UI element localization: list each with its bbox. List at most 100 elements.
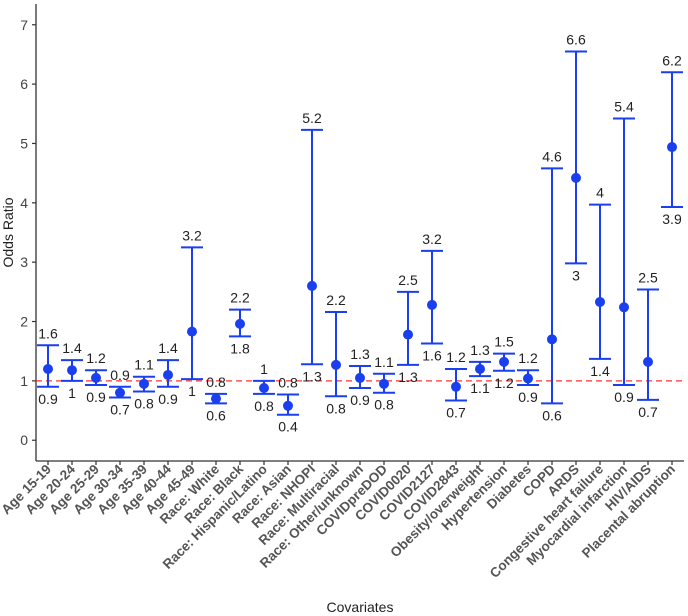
- y-tick-label: 0: [20, 432, 28, 448]
- lower-ci-label: 3.9: [662, 211, 682, 227]
- lower-ci-label: 0.9: [350, 392, 370, 408]
- upper-ci-label: 1.3: [470, 342, 490, 358]
- lower-ci-label: 0.9: [38, 391, 58, 407]
- lower-ci-label: 0.9: [86, 389, 106, 405]
- upper-ci-label: 1.1: [374, 354, 394, 370]
- covariate-errorbar: 0.8 0.4: [277, 375, 299, 435]
- odds-ratio-point: [115, 387, 125, 398]
- lower-ci-label: 0.7: [638, 404, 658, 420]
- covariate-errorbar: 2.2 1.8: [229, 290, 251, 356]
- covariate-errorbar: 3.2 1.6: [421, 231, 443, 363]
- upper-ci-label: 4.6: [542, 148, 562, 164]
- upper-ci-label: 1.4: [158, 340, 178, 356]
- upper-ci-label: 5.2: [302, 110, 322, 126]
- odds-ratio-point: [235, 318, 245, 329]
- covariate-errorbar: 6.63: [565, 31, 587, 283]
- upper-ci-label: 1.2: [446, 349, 466, 365]
- covariate-errorbar: 1.2 0.7: [445, 349, 467, 420]
- lower-ci-label: 1.1: [470, 380, 490, 396]
- covariate-errorbar: 1.6 0.9: [37, 325, 59, 407]
- odds-ratio-point: [451, 381, 461, 392]
- odds-ratio-point: [163, 369, 173, 380]
- odds-ratio-point: [595, 296, 605, 307]
- lower-ci-label: 0.9: [158, 391, 178, 407]
- covariate-errorbar: 1.41: [61, 340, 83, 401]
- odds-ratio-point: [523, 373, 533, 384]
- lower-ci-label: 3: [572, 267, 580, 283]
- y-axis-ticks: 0 1 2 3 4 5 6 7: [20, 17, 36, 448]
- covariate-errorbar: 2.5 0.7: [637, 269, 659, 420]
- upper-ci-label: 0.8: [278, 375, 298, 391]
- odds-ratio-point: [667, 142, 677, 153]
- covariate-errorbar: 1.5 1.2: [493, 334, 515, 391]
- odds-ratio-point: [331, 359, 341, 370]
- upper-ci-label: 2.2: [230, 290, 250, 306]
- odds-ratio-point: [259, 382, 269, 393]
- upper-ci-label: 4: [596, 185, 604, 201]
- lower-ci-label: 0.8: [374, 397, 394, 413]
- y-tick-label: 5: [20, 135, 28, 151]
- covariate-errorbar: 1.3 1.1: [469, 342, 491, 396]
- lower-ci-label: 1: [68, 385, 76, 401]
- upper-ci-label: 3.2: [422, 231, 442, 247]
- y-tick-label: 6: [20, 76, 28, 92]
- lower-ci-label: 0.6: [206, 407, 226, 423]
- odds-ratio-point: [379, 378, 389, 389]
- y-tick-label: 1: [20, 373, 28, 389]
- upper-ci-label: 6.2: [662, 52, 682, 68]
- lower-ci-label: 0.8: [134, 396, 154, 412]
- covariate-errorbar: 5.2 1.3: [301, 110, 323, 384]
- odds-ratio-point: [67, 365, 77, 376]
- x-axis-title: Covariates: [327, 599, 394, 615]
- covariate-errorbar: 1.1 0.8: [133, 357, 155, 412]
- upper-ci-label: 1.4: [62, 340, 82, 356]
- covariate-errorbar: 1.1 0.8: [373, 354, 395, 413]
- covariate-errorbar: 1.2 0.9: [517, 350, 539, 405]
- lower-ci-label: 1.6: [422, 347, 442, 363]
- upper-ci-label: 6.6: [566, 31, 586, 47]
- odds-ratio-point: [547, 334, 557, 345]
- lower-ci-label: 1.3: [398, 369, 418, 385]
- upper-ci-label: 2.2: [326, 292, 346, 308]
- upper-ci-label: 1.2: [86, 350, 106, 366]
- upper-ci-label: 0.8: [206, 374, 226, 390]
- odds-ratio-point: [187, 326, 197, 337]
- lower-ci-label: 0.8: [254, 398, 274, 414]
- covariate-errorbar: 3.21: [181, 227, 203, 399]
- lower-ci-label: 0.8: [326, 400, 346, 416]
- odds-ratio-point: [499, 356, 509, 367]
- lower-ci-label: 0.7: [110, 401, 130, 417]
- covariate-errorbar: 5.4 0.9: [613, 99, 635, 405]
- lower-ci-label: 1.2: [494, 375, 514, 391]
- odds-ratio-point: [355, 372, 365, 383]
- covariate-errorbar: 0.9 0.7: [109, 367, 131, 417]
- covariate-errorbar: 10.8: [253, 361, 275, 414]
- lower-ci-label: 1: [188, 383, 196, 399]
- odds-ratio-point: [283, 400, 293, 411]
- y-tick-label: 7: [20, 17, 28, 33]
- odds-ratio-point: [571, 172, 581, 183]
- covariate-errorbar: 2.5 1.3: [397, 272, 419, 385]
- odds-ratio-point: [43, 364, 53, 375]
- lower-ci-label: 1.3: [302, 368, 322, 384]
- odds-ratio-point: [475, 364, 485, 375]
- lower-ci-label: 0.4: [278, 419, 298, 435]
- covariate-errorbar: 1.3 0.9: [349, 346, 371, 408]
- upper-ci-label: 1.5: [494, 334, 514, 350]
- lower-ci-label: 0.7: [446, 404, 466, 420]
- odds-ratio-point: [427, 299, 437, 310]
- covariate-errorbar: 1.2 0.9: [85, 350, 107, 405]
- odds-ratio-point: [307, 280, 317, 291]
- odds-ratio-point: [139, 378, 149, 389]
- upper-ci-label: 1.3: [350, 346, 370, 362]
- y-tick-label: 3: [20, 254, 28, 270]
- covariate-errorbar: 1.4 0.9: [157, 340, 179, 407]
- lower-ci-label: 0.6: [542, 407, 562, 423]
- upper-ci-label: 1.2: [518, 350, 538, 366]
- upper-ci-label: 1: [260, 361, 268, 377]
- lower-ci-label: 0.9: [518, 389, 538, 405]
- upper-ci-label: 3.2: [182, 227, 202, 243]
- lower-ci-label: 1.8: [230, 340, 250, 356]
